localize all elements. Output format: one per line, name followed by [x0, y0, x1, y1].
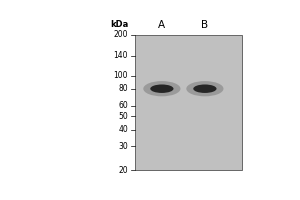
Ellipse shape — [193, 84, 217, 93]
Text: 100: 100 — [114, 71, 128, 80]
Text: 20: 20 — [118, 166, 128, 175]
Text: 50: 50 — [118, 112, 128, 121]
Text: 140: 140 — [114, 51, 128, 60]
Ellipse shape — [143, 81, 181, 96]
Text: 200: 200 — [114, 30, 128, 39]
Text: kDa: kDa — [110, 20, 128, 29]
Text: A: A — [158, 20, 166, 30]
Text: B: B — [201, 20, 208, 30]
Text: 30: 30 — [118, 142, 128, 151]
Ellipse shape — [150, 84, 173, 93]
Text: 40: 40 — [118, 125, 128, 134]
Bar — [135, 35, 242, 170]
Text: 80: 80 — [118, 84, 128, 93]
Text: 60: 60 — [118, 101, 128, 110]
Ellipse shape — [186, 81, 224, 96]
